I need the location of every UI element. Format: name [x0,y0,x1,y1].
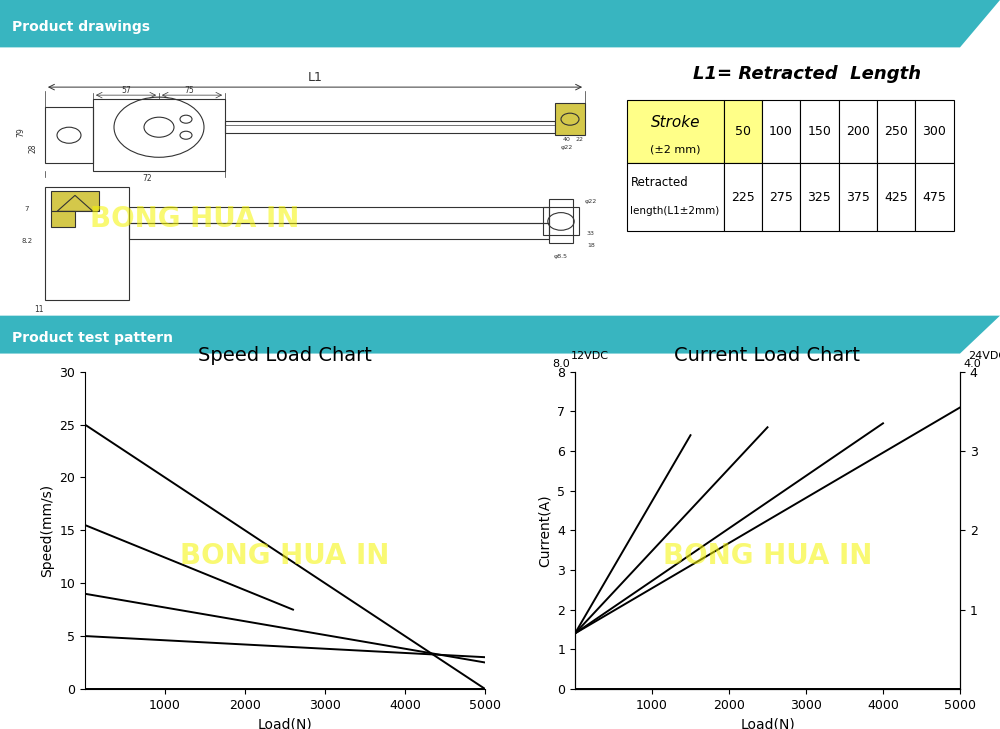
Bar [800,101,839,163]
Text: 200: 200 [846,125,870,139]
Text: BONG HUA IN: BONG HUA IN [90,206,300,233]
Text: 375: 375 [846,191,870,203]
Text: BONG HUA IN: BONG HUA IN [180,542,390,570]
Bar [915,101,954,163]
Text: 12VDC: 12VDC [571,351,609,361]
Text: L1= Retracted  Length: L1= Retracted Length [693,64,922,82]
Polygon shape [0,316,1000,354]
Bar [225,121,555,125]
Bar [724,163,762,231]
Text: 22: 22 [576,137,584,142]
Bar [51,191,99,211]
X-axis label: Load(N): Load(N) [740,717,795,729]
Text: 150: 150 [807,125,831,139]
Text: 33: 33 [587,232,595,236]
Bar [129,223,549,239]
Text: 8.0: 8.0 [552,359,570,369]
Text: 300: 300 [922,125,946,139]
Text: 18: 18 [587,243,595,249]
Bar [627,163,724,231]
Text: 8.2: 8.2 [21,238,33,244]
Bar [549,199,573,243]
Text: 250: 250 [884,125,908,139]
Bar [225,121,555,133]
Text: 24VDC: 24VDC [968,351,1000,361]
Bar [724,101,762,163]
Text: 57: 57 [121,86,131,95]
Bar [627,101,724,163]
Text: (±2 mm): (±2 mm) [650,144,700,155]
Text: length(L1±2mm): length(L1±2mm) [630,206,720,216]
Text: L1: L1 [308,71,322,84]
Bar [45,187,129,300]
Text: Product test pattern: Product test pattern [12,331,173,345]
Text: 275: 275 [769,191,793,203]
Bar [800,163,839,231]
Title: Current Load Chart: Current Load Chart [675,346,861,364]
Bar [93,99,225,171]
Title: Speed Load Chart: Speed Load Chart [198,346,372,364]
Text: Retracted: Retracted [630,176,688,189]
Bar [543,207,579,235]
Text: φ8.5: φ8.5 [554,254,568,259]
Text: Stroke: Stroke [650,115,700,130]
Bar [762,163,800,231]
Text: φ22: φ22 [585,200,597,204]
Text: 72: 72 [142,174,152,183]
Polygon shape [0,0,1000,47]
Text: 225: 225 [731,191,755,203]
Bar [877,163,915,231]
Text: 79: 79 [16,128,26,137]
Bar [915,163,954,231]
Text: 325: 325 [807,191,831,203]
Text: 50: 50 [735,125,751,139]
Bar [839,163,877,231]
Text: 11: 11 [34,305,44,313]
Text: 28: 28 [28,144,38,153]
Text: 7: 7 [25,206,29,212]
Text: 40: 40 [562,137,570,142]
Text: 475: 475 [922,191,946,203]
X-axis label: Load(N): Load(N) [258,717,312,729]
Y-axis label: Speed(mm/s): Speed(mm/s) [40,484,54,577]
Bar [51,211,75,227]
Text: 4.0: 4.0 [964,359,982,369]
Text: φ22: φ22 [561,145,573,150]
Y-axis label: Current(A): Current(A) [538,494,552,566]
Text: 100: 100 [769,125,793,139]
Text: 75: 75 [184,86,194,95]
Bar [129,207,549,223]
Text: Product drawings: Product drawings [12,20,150,34]
Bar [555,104,585,136]
Bar [45,107,93,163]
Text: 425: 425 [884,191,908,203]
Text: BONG HUA IN: BONG HUA IN [663,542,872,570]
Bar [839,101,877,163]
Bar [762,101,800,163]
Bar [877,101,915,163]
